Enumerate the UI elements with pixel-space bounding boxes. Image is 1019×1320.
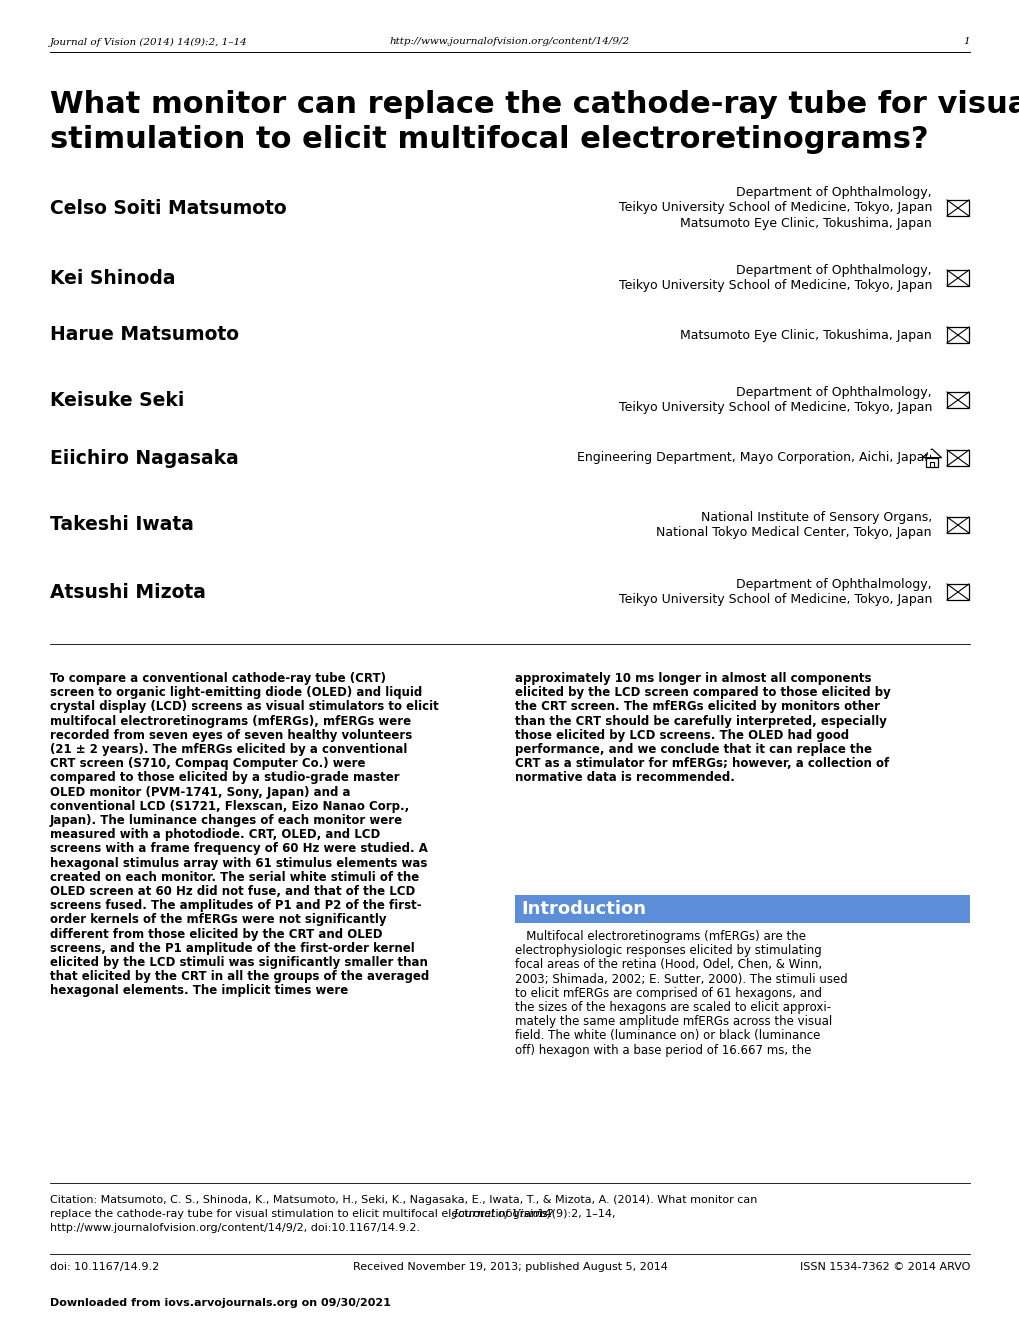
Bar — [946, 392, 968, 408]
Text: Matsumoto Eye Clinic, Tokushima, Japan: Matsumoto Eye Clinic, Tokushima, Japan — [680, 329, 931, 342]
Text: different from those elicited by the CRT and OLED: different from those elicited by the CRT… — [50, 928, 382, 941]
Text: Department of Ophthalmology,: Department of Ophthalmology, — [736, 578, 931, 591]
Text: hexagonal stimulus array with 61 stimulus elements was: hexagonal stimulus array with 61 stimulu… — [50, 857, 427, 870]
Text: Celso Soiti Matsumoto: Celso Soiti Matsumoto — [50, 198, 286, 218]
Text: multifocal electroretinograms (mfERGs), mfERGs were: multifocal electroretinograms (mfERGs), … — [50, 714, 411, 727]
Text: screens fused. The amplitudes of P1 and P2 of the first-: screens fused. The amplitudes of P1 and … — [50, 899, 421, 912]
Text: order kernels of the mfERGs were not significantly: order kernels of the mfERGs were not sig… — [50, 913, 386, 927]
Text: Keisuke Seki: Keisuke Seki — [50, 391, 184, 409]
Text: created on each monitor. The serial white stimuli of the: created on each monitor. The serial whit… — [50, 871, 419, 884]
Text: recorded from seven eyes of seven healthy volunteers: recorded from seven eyes of seven health… — [50, 729, 412, 742]
Text: Teikyo University School of Medicine, Tokyo, Japan: Teikyo University School of Medicine, To… — [618, 593, 931, 606]
Text: Received November 19, 2013; published August 5, 2014: Received November 19, 2013; published Au… — [353, 1262, 666, 1272]
Text: screen to organic light-emitting diode (OLED) and liquid: screen to organic light-emitting diode (… — [50, 686, 422, 700]
Text: National Institute of Sensory Organs,: National Institute of Sensory Organs, — [700, 511, 931, 524]
Text: http://www.journalofvision.org/content/14/9/2, doi:10.1167/14.9.2.: http://www.journalofvision.org/content/1… — [50, 1224, 420, 1233]
Text: crystal display (LCD) screens as visual stimulators to elicit: crystal display (LCD) screens as visual … — [50, 701, 438, 713]
Text: compared to those elicited by a studio-grade master: compared to those elicited by a studio-g… — [50, 771, 399, 784]
Text: Department of Ophthalmology,: Department of Ophthalmology, — [736, 264, 931, 277]
Bar — [946, 517, 968, 533]
Bar — [929, 462, 933, 467]
Text: CRT screen (S710, Compaq Computer Co.) were: CRT screen (S710, Compaq Computer Co.) w… — [50, 758, 365, 770]
Text: hexagonal elements. The implicit times were: hexagonal elements. The implicit times w… — [50, 985, 347, 998]
Text: 14(9):2, 1–14,: 14(9):2, 1–14, — [534, 1209, 614, 1218]
Text: ISSN 1534-7362 © 2014 ARVO: ISSN 1534-7362 © 2014 ARVO — [799, 1262, 969, 1272]
Text: CRT as a stimulator for mfERGs; however, a collection of: CRT as a stimulator for mfERGs; however,… — [515, 758, 889, 770]
Text: off) hexagon with a base period of 16.667 ms, the: off) hexagon with a base period of 16.66… — [515, 1044, 810, 1056]
Text: focal areas of the retina (Hood, Odel, Chen, & Winn,: focal areas of the retina (Hood, Odel, C… — [515, 958, 821, 972]
Text: replace the cathode-ray tube for visual stimulation to elicit multifocal electro: replace the cathode-ray tube for visual … — [50, 1209, 553, 1218]
Text: those elicited by LCD screens. The OLED had good: those elicited by LCD screens. The OLED … — [515, 729, 848, 742]
Bar — [946, 201, 968, 216]
Bar — [946, 271, 968, 286]
Text: http://www.journalofvision.org/content/14/9/2: http://www.journalofvision.org/content/1… — [389, 37, 630, 46]
Text: stimulation to elicit multifocal electroretinograms?: stimulation to elicit multifocal electro… — [50, 125, 927, 154]
Text: electrophysiologic responses elicited by stimulating: electrophysiologic responses elicited by… — [515, 944, 821, 957]
Text: to elicit mfERGs are comprised of 61 hexagons, and: to elicit mfERGs are comprised of 61 hex… — [515, 987, 821, 999]
Text: normative data is recommended.: normative data is recommended. — [515, 771, 734, 784]
Bar — [946, 583, 968, 601]
Text: elicited by the LCD stimuli was significantly smaller than: elicited by the LCD stimuli was signific… — [50, 956, 427, 969]
Text: approximately 10 ms longer in almost all components: approximately 10 ms longer in almost all… — [515, 672, 870, 685]
Text: doi: 10.1167/14.9.2: doi: 10.1167/14.9.2 — [50, 1262, 159, 1272]
Text: Atsushi Mizota: Atsushi Mizota — [50, 582, 206, 602]
Text: Kei Shinoda: Kei Shinoda — [50, 268, 175, 288]
Text: Journal of Vision,: Journal of Vision, — [449, 1209, 549, 1218]
Text: that elicited by the CRT in all the groups of the averaged: that elicited by the CRT in all the grou… — [50, 970, 429, 983]
FancyBboxPatch shape — [515, 895, 969, 923]
Text: OLED screen at 60 Hz did not fuse, and that of the LCD: OLED screen at 60 Hz did not fuse, and t… — [50, 884, 415, 898]
Text: measured with a photodiode. CRT, OLED, and LCD: measured with a photodiode. CRT, OLED, a… — [50, 828, 380, 841]
Bar — [946, 327, 968, 343]
Text: Eiichiro Nagasaka: Eiichiro Nagasaka — [50, 449, 238, 467]
Text: Downloaded from iovs.arvojournals.org on 09/30/2021: Downloaded from iovs.arvojournals.org on… — [50, 1298, 390, 1308]
Text: Takeshi Iwata: Takeshi Iwata — [50, 516, 194, 535]
Text: (21 ± 2 years). The mfERGs elicited by a conventional: (21 ± 2 years). The mfERGs elicited by a… — [50, 743, 407, 756]
Text: field. The white (luminance on) or black (luminance: field. The white (luminance on) or black… — [515, 1030, 819, 1043]
Text: Engineering Department, Mayo Corporation, Aichi, Japan: Engineering Department, Mayo Corporation… — [576, 451, 931, 465]
Text: conventional LCD (S1721, Flexscan, Eizo Nanao Corp.,: conventional LCD (S1721, Flexscan, Eizo … — [50, 800, 409, 813]
Text: Department of Ophthalmology,: Department of Ophthalmology, — [736, 385, 931, 399]
Text: Multifocal electroretinograms (mfERGs) are the: Multifocal electroretinograms (mfERGs) a… — [515, 931, 805, 942]
Text: screens with a frame frequency of 60 Hz were studied. A: screens with a frame frequency of 60 Hz … — [50, 842, 427, 855]
Text: What monitor can replace the cathode-ray tube for visual: What monitor can replace the cathode-ray… — [50, 90, 1019, 119]
Text: Department of Ophthalmology,: Department of Ophthalmology, — [736, 186, 931, 199]
Text: than the CRT should be carefully interpreted, especially: than the CRT should be carefully interpr… — [515, 714, 886, 727]
Text: Japan). The luminance changes of each monitor were: Japan). The luminance changes of each mo… — [50, 814, 403, 828]
Text: mately the same amplitude mfERGs across the visual: mately the same amplitude mfERGs across … — [515, 1015, 832, 1028]
Text: National Tokyo Medical Center, Tokyo, Japan: National Tokyo Medical Center, Tokyo, Ja… — [656, 527, 931, 540]
Text: the sizes of the hexagons are scaled to elicit approxi-: the sizes of the hexagons are scaled to … — [515, 1001, 830, 1014]
Text: performance, and we conclude that it can replace the: performance, and we conclude that it can… — [515, 743, 871, 756]
Text: OLED monitor (PVM-1741, Sony, Japan) and a: OLED monitor (PVM-1741, Sony, Japan) and… — [50, 785, 351, 799]
Text: To compare a conventional cathode-ray tube (CRT): To compare a conventional cathode-ray tu… — [50, 672, 385, 685]
Text: 1: 1 — [962, 37, 969, 46]
Text: elicited by the LCD screen compared to those elicited by: elicited by the LCD screen compared to t… — [515, 686, 890, 700]
Bar — [924, 458, 937, 467]
Bar — [946, 450, 968, 466]
Text: screens, and the P1 amplitude of the first-order kernel: screens, and the P1 amplitude of the fir… — [50, 941, 415, 954]
Text: Teikyo University School of Medicine, Tokyo, Japan: Teikyo University School of Medicine, To… — [618, 401, 931, 414]
Text: Harue Matsumoto: Harue Matsumoto — [50, 326, 238, 345]
Text: Journal of Vision (2014) 14(9):2, 1–14: Journal of Vision (2014) 14(9):2, 1–14 — [50, 37, 248, 46]
Text: the CRT screen. The mfERGs elicited by monitors other: the CRT screen. The mfERGs elicited by m… — [515, 701, 879, 713]
Text: Teikyo University School of Medicine, Tokyo, Japan: Teikyo University School of Medicine, To… — [618, 202, 931, 214]
Text: Teikyo University School of Medicine, Tokyo, Japan: Teikyo University School of Medicine, To… — [618, 280, 931, 292]
Text: Citation: Matsumoto, C. S., Shinoda, K., Matsumoto, H., Seki, K., Nagasaka, E., : Citation: Matsumoto, C. S., Shinoda, K.,… — [50, 1195, 757, 1205]
Text: Introduction: Introduction — [521, 900, 645, 917]
Text: Matsumoto Eye Clinic, Tokushima, Japan: Matsumoto Eye Clinic, Tokushima, Japan — [680, 216, 931, 230]
Text: 2003; Shimada, 2002; E. Sutter, 2000). The stimuli used: 2003; Shimada, 2002; E. Sutter, 2000). T… — [515, 973, 847, 986]
